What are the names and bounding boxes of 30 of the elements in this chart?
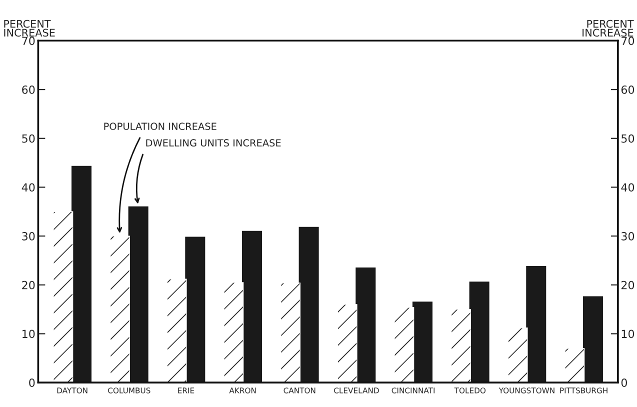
text: POPULATION INCREASE bbox=[104, 122, 216, 130]
y-tick-label: 0 bbox=[29, 378, 35, 387]
y-tick-label: 30 bbox=[22, 232, 35, 240]
y2-tick-label: 40 bbox=[621, 183, 634, 192]
y-tick-label: 50 bbox=[22, 134, 35, 143]
y2-tick-label: 10 bbox=[622, 330, 634, 338]
bar bbox=[394, 307, 414, 383]
y-tick-label: 60 bbox=[22, 86, 35, 94]
text: DWELLING UNITS INCREASE bbox=[146, 139, 281, 147]
bar bbox=[280, 282, 300, 383]
y2-tick-label: 60 bbox=[621, 86, 634, 94]
bar bbox=[450, 308, 471, 383]
bar bbox=[337, 304, 358, 383]
y-tick-label: 20 bbox=[22, 280, 35, 290]
y-tick-label: 70 bbox=[22, 36, 35, 46]
bar bbox=[166, 278, 187, 383]
bar bbox=[53, 211, 74, 383]
y2-tick-label: 30 bbox=[622, 232, 634, 240]
y2-tick-label: 70 bbox=[622, 36, 634, 46]
y-axis-title: PERCENT INCREASE bbox=[4, 20, 55, 37]
y-tick-label: 40 bbox=[22, 183, 35, 192]
y2-tick-label: 0 bbox=[621, 378, 627, 387]
bar bbox=[224, 282, 244, 383]
bar bbox=[110, 236, 130, 383]
y2-tick-label: 20 bbox=[621, 280, 634, 290]
y2-axis-title: PERCENT INCREASE bbox=[582, 20, 634, 37]
y-tick-label: 10 bbox=[22, 330, 35, 338]
bar bbox=[508, 328, 528, 383]
y2-tick-label: 50 bbox=[622, 134, 634, 143]
bar bbox=[564, 348, 585, 383]
